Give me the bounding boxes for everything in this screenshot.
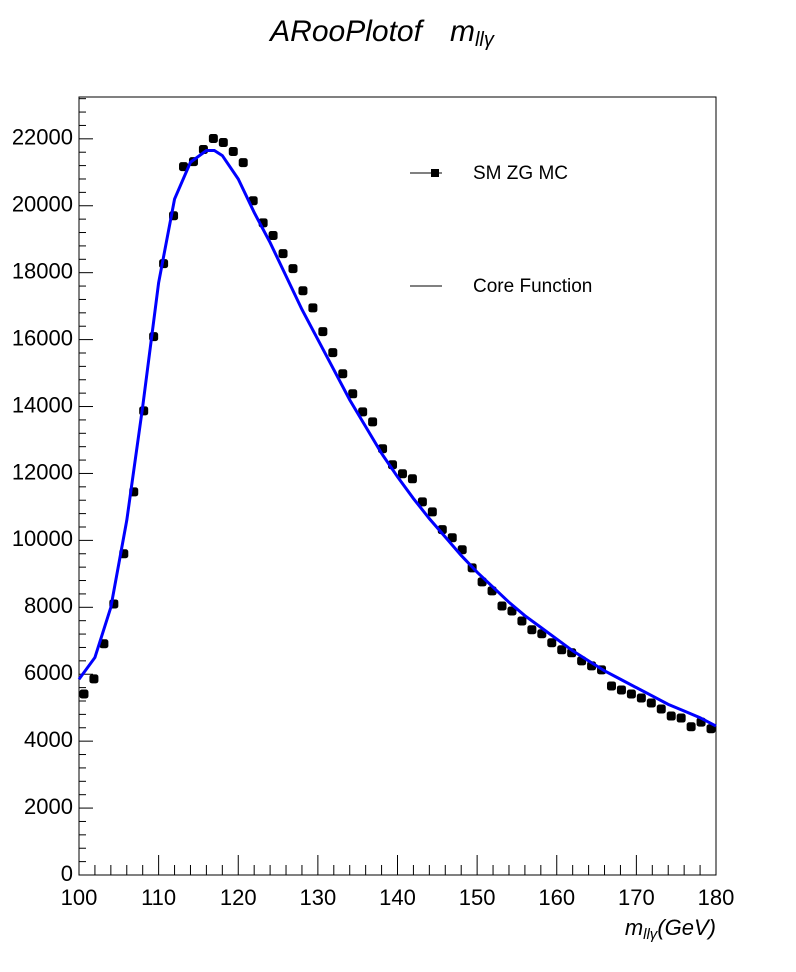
data-point <box>218 138 228 148</box>
x-label-symbol: m <box>625 915 643 940</box>
fit-curve <box>77 149 717 728</box>
x-tick-label: 150 <box>459 885 496 910</box>
y-tick-label: 14000 <box>12 392 73 417</box>
data-point <box>636 693 646 703</box>
y-tick-label: 12000 <box>12 459 73 484</box>
data-point <box>338 369 348 379</box>
y-tick-label: 2000 <box>24 794 73 819</box>
data-point <box>527 625 537 635</box>
data-point <box>427 507 437 517</box>
title-text: ARooPlotof <box>268 15 424 48</box>
data-point <box>328 348 338 358</box>
data-point <box>308 303 318 313</box>
y-tick-label: 22000 <box>12 125 73 150</box>
data-point <box>348 389 358 399</box>
data-point <box>447 533 457 543</box>
data-point <box>89 674 99 684</box>
y-tick-label: 16000 <box>12 325 73 350</box>
data-point <box>268 231 278 241</box>
x-tick-label: 140 <box>379 885 416 910</box>
data-point <box>547 638 557 648</box>
y-tick-label: 6000 <box>24 660 73 685</box>
x-tick-label: 130 <box>300 885 337 910</box>
data-point <box>397 469 407 479</box>
title-symbol: m <box>450 15 475 48</box>
legend-label: SM ZG MC <box>473 163 568 184</box>
x-axis-label: mllγ(GeV) <box>625 915 716 943</box>
x-tick-label: 180 <box>698 885 735 910</box>
data-point <box>507 606 517 616</box>
y-tick-label: 20000 <box>12 192 73 217</box>
data-point <box>368 417 378 427</box>
data-point <box>407 474 417 484</box>
y-tick-label: 10000 <box>12 526 73 551</box>
x-label-unit: (GeV) <box>657 915 716 940</box>
data-point <box>99 639 109 649</box>
data-point <box>666 711 676 721</box>
x-tick-label: 100 <box>61 885 98 910</box>
y-tick-label: 18000 <box>12 258 73 283</box>
data-point <box>646 698 656 708</box>
x-label-subscript: llγ <box>643 926 659 943</box>
data-point <box>79 689 89 699</box>
data-point <box>686 722 696 732</box>
data-point <box>626 689 636 699</box>
y-tick-label: 0 <box>61 861 73 886</box>
x-tick-label: 110 <box>141 885 176 910</box>
x-tick-label: 170 <box>618 885 655 910</box>
data-point <box>228 147 238 157</box>
data-point <box>179 162 189 172</box>
data-point <box>238 158 248 168</box>
data-point <box>606 681 616 691</box>
x-tick-label: 120 <box>220 885 257 910</box>
chart-title: ARooPlotof mllγ <box>268 15 495 51</box>
legend-label: Core Function <box>473 276 592 297</box>
title-subscript: llγ <box>475 29 495 51</box>
data-point <box>706 724 716 734</box>
data-point <box>208 133 218 143</box>
data-point <box>278 249 288 259</box>
data-point <box>557 645 567 655</box>
data-point <box>676 713 686 723</box>
y-tick-label: 8000 <box>24 593 73 618</box>
data-point <box>497 601 507 611</box>
data-point <box>517 616 527 626</box>
data-point <box>417 497 427 507</box>
y-tick-label: 4000 <box>24 727 73 752</box>
data-point <box>656 704 666 714</box>
x-tick-label: 160 <box>538 885 575 910</box>
data-point <box>298 286 308 296</box>
data-point <box>358 407 368 417</box>
legend-marker <box>431 169 439 177</box>
data-point <box>288 264 298 274</box>
data-point <box>616 685 626 695</box>
data-point <box>318 327 328 337</box>
